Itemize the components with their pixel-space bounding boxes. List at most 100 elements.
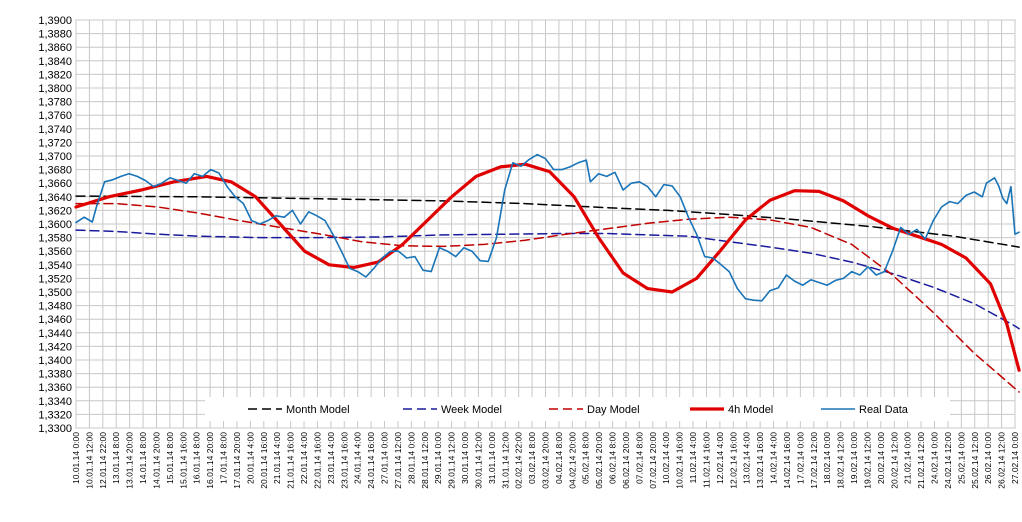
- x-tick-label: 26.02.14 12:00: [997, 432, 1007, 489]
- y-tick-label: 1,3540: [38, 260, 72, 272]
- x-tick-label: 14.02.14 4:00: [769, 432, 779, 484]
- x-tick-label: 20.01.14 16:00: [259, 432, 269, 489]
- y-tick-label: 1,3780: [38, 97, 72, 109]
- legend-label: Real Data: [859, 404, 909, 416]
- x-tick-label: 17.01.14 20:00: [232, 432, 242, 489]
- y-tick-label: 1,3840: [38, 56, 72, 68]
- legend-label: Week Model: [441, 404, 502, 416]
- y-tick-label: 1,3680: [38, 165, 72, 177]
- x-tick-label: 29.01.14 12:00: [447, 432, 457, 489]
- x-tick-label: 17.02.14 12:00: [809, 432, 819, 489]
- series-lines: [74, 153, 1021, 393]
- x-tick-label: 13.01.14 20:00: [125, 432, 135, 489]
- legend-label: 4h Model: [728, 404, 773, 416]
- x-tick-label: 27.01.14 0:00: [380, 432, 390, 484]
- y-tick-label: 1,3420: [38, 341, 72, 353]
- x-tick-label: 24.01.14 16:00: [366, 432, 376, 489]
- x-tick-label: 24.01.14 4:00: [353, 432, 363, 484]
- x-tick-label: 23.01.14 4:00: [326, 432, 336, 484]
- x-tick-label: 21.01.14 4:00: [272, 432, 282, 484]
- x-tick-label: 06.02.14 20:00: [621, 432, 631, 489]
- x-tick-label: 31.01.14 0:00: [487, 432, 497, 484]
- x-tick-label: 26.02.14 0:00: [983, 432, 993, 484]
- y-tick-label: 1,3820: [38, 69, 72, 81]
- x-tick-label: 12.02.14 16:00: [728, 432, 738, 489]
- y-tick-label: 1,3460: [38, 314, 72, 326]
- series-line-week-model: [75, 229, 1020, 330]
- x-tick-label: 10.02.14 4:00: [661, 432, 671, 484]
- grid-lines: [75, 19, 1016, 429]
- y-tick-label: 1,3300: [38, 423, 72, 435]
- y-tick-label: 1,3380: [38, 369, 72, 381]
- x-tick-label: 02.02.14 22:00: [514, 432, 524, 489]
- y-tick-label: 1,3900: [38, 15, 72, 27]
- x-tick-label: 28.01.14 12:00: [420, 432, 430, 489]
- x-tick-label: 20.01.14 4:00: [245, 432, 255, 484]
- x-tick-label: 13.01.14 8:00: [111, 432, 121, 484]
- x-tick-label: 14.02.14 16:00: [782, 432, 792, 489]
- x-tick-label: 17.01.14 8:00: [219, 432, 229, 484]
- y-tick-label: 1,3320: [38, 409, 72, 421]
- x-tick-label: 22.01.14 4:00: [299, 432, 309, 484]
- x-tick-label: 22.01.14 16:00: [312, 432, 322, 489]
- y-tick-label: 1,3700: [38, 151, 72, 163]
- x-tick-label: 17.02.14 0:00: [795, 432, 805, 484]
- x-tick-label: 21.02.14 12:00: [916, 432, 926, 489]
- x-tick-label: 19.02.14 12:00: [862, 432, 872, 489]
- y-tick-label: 1,3580: [38, 233, 72, 245]
- x-tick-label: 15.01.14 8:00: [165, 432, 175, 484]
- x-tick-label: 14.01.14 8:00: [138, 432, 148, 484]
- y-tick-label: 1,3360: [38, 382, 72, 394]
- y-tick-label: 1,3560: [38, 246, 72, 258]
- x-axis-tick-labels: 10.01.14 0:00 10.01.14 12:00 12.01.14 22:0…: [71, 432, 1020, 489]
- x-tick-label: 27.01.14 12:00: [393, 432, 403, 489]
- x-tick-label: 24.02.14 12:00: [943, 432, 953, 489]
- x-tick-label: 18.02.14 0:00: [822, 432, 832, 484]
- x-tick-label: 13.02.14 4:00: [742, 432, 752, 484]
- x-tick-label: 28.01.14 0:00: [406, 432, 416, 484]
- y-tick-label: 1,3620: [38, 205, 72, 217]
- x-tick-label: 27.02.14 0:00: [1010, 432, 1020, 484]
- x-tick-label: 07.02.14 8:00: [634, 432, 644, 484]
- series-line-day-model: [75, 202, 1020, 393]
- legend-label: Day Model: [587, 404, 640, 416]
- y-tick-label: 1,3600: [38, 219, 72, 231]
- x-tick-label: 15.01.14 16:00: [178, 432, 188, 489]
- x-tick-label: 21.01.14 16:00: [286, 432, 296, 489]
- x-tick-label: 23.01.14 16:00: [339, 432, 349, 489]
- y-tick-label: 1,3880: [38, 29, 72, 41]
- x-tick-label: 10.01.14 0:00: [71, 432, 81, 484]
- x-tick-label: 07.02.14 20:00: [648, 432, 658, 489]
- y-tick-label: 1,3740: [38, 124, 72, 136]
- x-tick-label: 30.01.14 12:00: [473, 432, 483, 489]
- x-tick-label: 29.01.14 0:00: [433, 432, 443, 484]
- x-tick-label: 14.01.14 20:00: [151, 432, 161, 489]
- x-tick-label: 24.02.14 0:00: [930, 432, 940, 484]
- y-tick-label: 1,3440: [38, 328, 72, 340]
- y-tick-label: 1,3640: [38, 192, 72, 204]
- x-tick-label: 06.02.14 8:00: [608, 432, 618, 484]
- y-tick-label: 1,3800: [38, 83, 72, 95]
- series-line-4h-model: [74, 162, 1021, 372]
- x-tick-label: 04.02.14 20:00: [567, 432, 577, 489]
- x-tick-label: 19.02.14 0:00: [849, 432, 859, 484]
- x-tick-label: 20.02.14 0:00: [876, 432, 886, 484]
- x-tick-label: 03.02.14 20:00: [541, 432, 551, 489]
- y-tick-label: 1,3660: [38, 178, 72, 190]
- x-tick-label: 18.02.14 12:00: [836, 432, 846, 489]
- series-line-month-model: [75, 195, 1020, 248]
- legend: Month Model Week Model Day Model 4h Model Re…: [205, 397, 950, 421]
- x-tick-label: 25.02.14 0:00: [956, 432, 966, 484]
- x-tick-label: 13.02.14 16:00: [755, 432, 765, 489]
- x-tick-label: 11.02.14 4:00: [688, 432, 698, 484]
- x-tick-label: 05.02.14 20:00: [594, 432, 604, 489]
- y-tick-label: 1,3860: [38, 42, 72, 54]
- legend-label: Month Model: [286, 404, 350, 416]
- x-tick-label: 10.01.14 12:00: [84, 432, 94, 489]
- x-tick-label: 04.02.14 8:00: [554, 432, 564, 484]
- x-tick-label: 30.01.14 0:00: [460, 432, 470, 484]
- x-tick-label: 10.02.14 16:00: [675, 432, 685, 489]
- x-tick-label: 16.01.14 20:00: [205, 432, 215, 489]
